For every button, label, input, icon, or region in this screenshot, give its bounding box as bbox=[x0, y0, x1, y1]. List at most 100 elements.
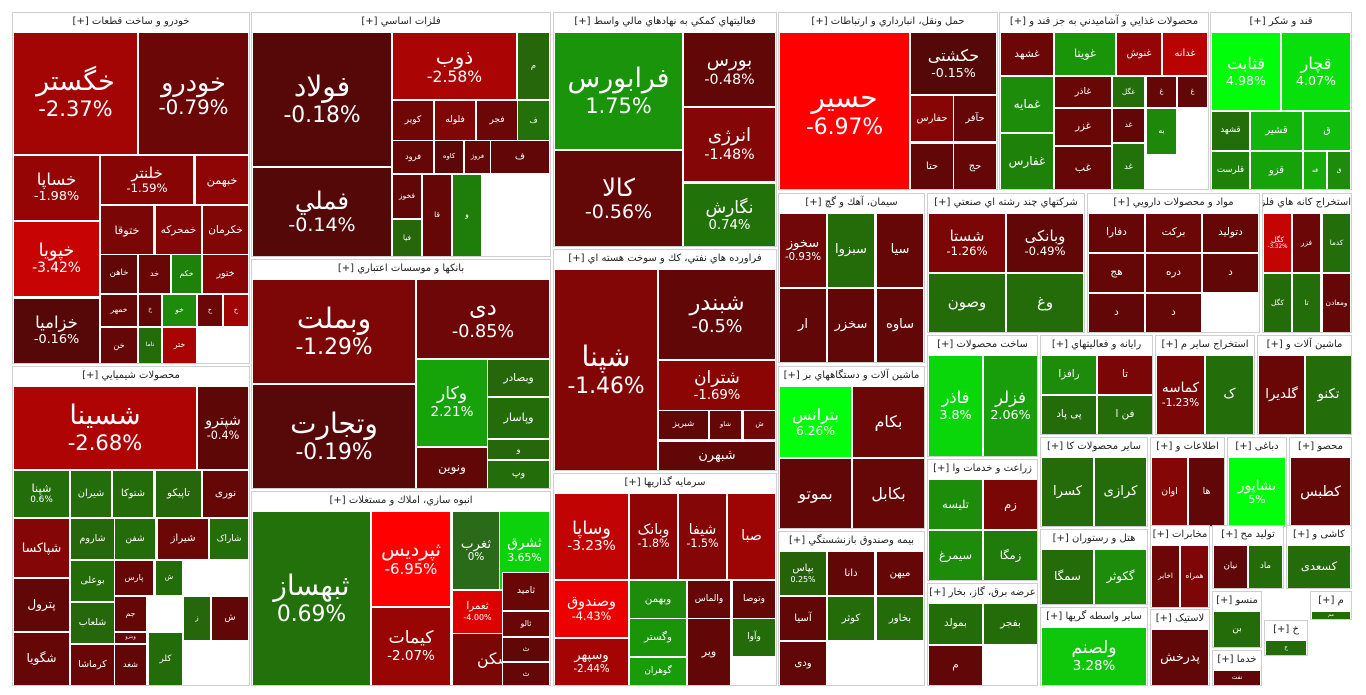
stock-tile[interactable]: وبهمن bbox=[629, 580, 687, 619]
stock-tile[interactable]: بترانس 6.26% bbox=[779, 386, 852, 458]
sector-header[interactable]: انبوه سازي، املاك و مستغلات [+] bbox=[252, 492, 550, 510]
stock-tile[interactable]: خمحرکه bbox=[155, 205, 202, 255]
stock-tile[interactable]: همراه bbox=[1180, 545, 1209, 607]
sector-header[interactable]: استخراج ساير م [+] bbox=[1156, 336, 1254, 354]
stock-tile[interactable]: وپ bbox=[487, 460, 550, 488]
stock-tile[interactable]: کسرا bbox=[1041, 457, 1094, 526]
sector-header[interactable]: بانكها و موسسات اعتباري [+] bbox=[252, 260, 550, 278]
sector-header[interactable]: فراورده هاي نفتي، كك و سوخت هسته اي [+] bbox=[554, 250, 776, 268]
sector-header[interactable]: اطلاعات و [+] bbox=[1151, 438, 1224, 456]
stock-tile[interactable]: سخوز -0.93% bbox=[779, 213, 827, 288]
stock-tile[interactable]: غاذر bbox=[1054, 76, 1112, 108]
stock-tile[interactable]: کرماشا bbox=[70, 644, 115, 685]
stock-tile[interactable]: شبریز bbox=[658, 410, 709, 440]
stock-tile[interactable]: بپاس 0.25% bbox=[779, 551, 827, 596]
sector-header[interactable]: خ [+] bbox=[1265, 621, 1307, 639]
stock-tile[interactable]: د bbox=[1202, 253, 1259, 293]
stock-tile[interactable]: ف bbox=[490, 140, 550, 174]
stock-tile[interactable]: غویتا bbox=[1054, 32, 1116, 76]
stock-tile[interactable]: سخزر bbox=[827, 288, 875, 362]
stock-tile[interactable]: غمایه bbox=[1000, 76, 1054, 133]
stock-tile[interactable]: قثابت 4.98% bbox=[1211, 32, 1281, 111]
stock-tile[interactable]: خ bbox=[223, 294, 249, 327]
stock-tile[interactable]: تاپیکو bbox=[155, 470, 202, 518]
stock-tile[interactable]: اخابر bbox=[1151, 545, 1180, 607]
sector-header[interactable]: توليد مح [+] bbox=[1213, 526, 1283, 544]
stock-tile[interactable]: نوری bbox=[202, 470, 249, 518]
stock-tile[interactable]: وصندوق -4.43% bbox=[554, 580, 629, 638]
stock-tile[interactable]: خودرو -0.79% bbox=[138, 32, 249, 155]
stock-tile[interactable]: ویترو bbox=[114, 632, 147, 644]
stock-tile[interactable]: شاراک bbox=[209, 518, 249, 560]
stock-tile[interactable]: غد bbox=[1112, 108, 1145, 143]
stock-tile[interactable]: فجر bbox=[476, 100, 518, 141]
stock-tile[interactable]: کگل -3.32% bbox=[1263, 213, 1292, 273]
sector-header[interactable]: محصولات شيميايي [+] bbox=[13, 367, 249, 385]
stock-tile[interactable]: حفارس bbox=[910, 95, 954, 142]
sector-header[interactable]: محصولات غذايي و آشاميدني به جز قند و [+] bbox=[1000, 13, 1208, 31]
stock-tile[interactable]: ار bbox=[779, 288, 827, 362]
stock-tile[interactable]: شیراز bbox=[157, 518, 209, 560]
stock-tile[interactable]: رافزا bbox=[1041, 355, 1097, 395]
stock-tile[interactable]: قشهد bbox=[1211, 111, 1250, 151]
sector-header[interactable]: خدما [+] bbox=[1213, 651, 1261, 669]
stock-tile[interactable]: تا bbox=[1097, 355, 1152, 395]
stock-tile[interactable]: شپترو -0.4% bbox=[197, 386, 249, 470]
sector-header[interactable]: استخراج کانه هاي فلزي [+] bbox=[1263, 194, 1351, 212]
stock-tile[interactable]: دانا bbox=[827, 551, 875, 596]
stock-tile[interactable]: خمهر bbox=[100, 294, 138, 327]
stock-tile[interactable]: تا bbox=[1292, 273, 1321, 332]
stock-tile[interactable]: سمگا bbox=[1041, 549, 1094, 604]
stock-tile[interactable]: حآفر bbox=[953, 95, 997, 142]
stock-tile[interactable]: ثبهساز 0.69% bbox=[252, 511, 371, 685]
stock-tile[interactable]: پدرخش bbox=[1151, 629, 1209, 685]
stock-tile[interactable]: وسپهر -2.44% bbox=[554, 638, 629, 685]
stock-tile[interactable]: ف bbox=[517, 100, 550, 141]
sector-header[interactable]: زراعت و خدمات وا [+] bbox=[928, 460, 1037, 478]
stock-tile[interactable]: زم bbox=[983, 479, 1037, 530]
stock-tile[interactable]: گلدیرا bbox=[1258, 355, 1305, 434]
stock-tile[interactable]: خلنتر -1.59% bbox=[100, 155, 194, 205]
stock-tile[interactable]: شسینا -2.68% bbox=[13, 386, 197, 470]
stock-tile[interactable]: ماد bbox=[1248, 545, 1283, 588]
stock-tile[interactable]: فرود bbox=[392, 140, 434, 174]
stock-tile[interactable]: والماس bbox=[687, 580, 731, 619]
stock-tile[interactable]: قزو bbox=[1250, 151, 1303, 189]
stock-tile[interactable]: قا bbox=[422, 174, 452, 256]
stock-tile[interactable]: شلعاب bbox=[70, 602, 115, 644]
stock-tile[interactable]: م bbox=[928, 645, 983, 685]
stock-tile[interactable]: ق bbox=[1303, 111, 1351, 151]
stock-tile[interactable]: ز bbox=[183, 596, 211, 641]
stock-tile[interactable]: وکار 2.21% bbox=[416, 359, 488, 447]
stock-tile[interactable]: شپنا 0.6% bbox=[13, 470, 70, 518]
stock-tile[interactable]: کطبس bbox=[1290, 457, 1351, 526]
stock-tile[interactable]: فخوز bbox=[392, 174, 422, 219]
stock-tile[interactable]: خ bbox=[138, 294, 162, 327]
stock-tile[interactable]: خو bbox=[162, 294, 197, 327]
stock-tile[interactable]: گکوثر bbox=[1094, 549, 1147, 604]
stock-tile[interactable]: غد bbox=[1112, 143, 1145, 189]
stock-tile[interactable]: ثالو bbox=[502, 611, 550, 637]
stock-tile[interactable]: بشاپور 5% bbox=[1228, 457, 1286, 526]
sector-header[interactable]: قند و شکر [+] bbox=[1211, 13, 1351, 31]
stock-tile[interactable]: بموتو bbox=[779, 458, 852, 528]
stock-tile[interactable]: پارس bbox=[114, 560, 154, 596]
stock-tile[interactable]: خد bbox=[138, 254, 171, 294]
stock-tile[interactable]: برکت bbox=[1145, 213, 1202, 253]
stock-tile[interactable]: فلوله bbox=[434, 100, 476, 141]
sector-header[interactable]: لاستیک [+] bbox=[1151, 610, 1209, 628]
stock-tile[interactable]: اوان bbox=[1151, 457, 1188, 526]
stock-tile[interactable]: ولصنم 3.28% bbox=[1041, 627, 1147, 685]
stock-tile[interactable]: آسیا bbox=[779, 596, 827, 641]
stock-tile[interactable]: کرازی bbox=[1094, 457, 1147, 526]
stock-tile[interactable]: خ bbox=[197, 294, 223, 327]
stock-tile[interactable]: کوثر bbox=[827, 596, 875, 641]
stock-tile[interactable]: شبهرن bbox=[658, 441, 776, 470]
stock-tile[interactable]: وپاسار bbox=[487, 397, 550, 439]
stock-tile[interactable]: ث bbox=[502, 637, 550, 662]
stock-tile[interactable]: بخاور bbox=[876, 596, 924, 641]
sector-header[interactable]: شركتهاي چند رشته اي صنعتي [+] bbox=[928, 194, 1084, 212]
sector-header[interactable]: حمل ونقل، انبارداري و ارتباطات [+] bbox=[779, 13, 997, 31]
sector-header[interactable]: فلزات اساسي [+] bbox=[252, 13, 550, 31]
stock-tile[interactable]: کالا -0.56% bbox=[554, 150, 683, 246]
